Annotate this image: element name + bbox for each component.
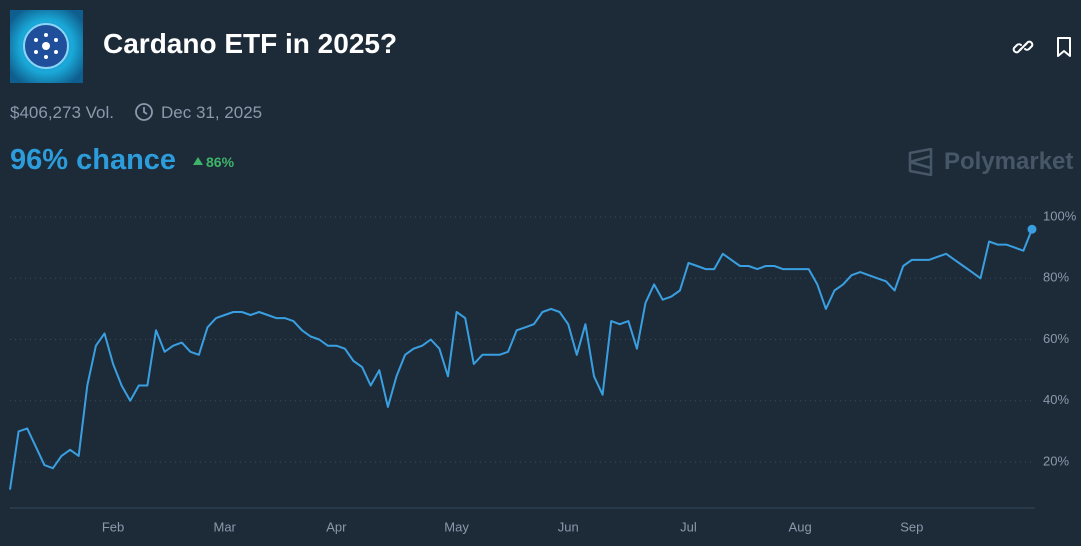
x-tick-label: Jul	[680, 519, 697, 534]
market-title: Cardano ETF in 2025?	[103, 28, 398, 59]
x-tick-label: May	[444, 519, 469, 534]
x-tick-label: Jun	[558, 519, 579, 534]
y-tick-label: 80%	[1043, 270, 1069, 285]
volume: $406,273 Vol.	[10, 103, 114, 122]
clock-icon	[135, 103, 153, 121]
y-tick-label: 100%	[1043, 208, 1077, 223]
change: 86%	[206, 154, 235, 170]
market-icon	[10, 10, 83, 83]
y-tick-label: 20%	[1043, 453, 1069, 468]
bookmark-button[interactable]	[1055, 36, 1073, 58]
end-dot	[1027, 224, 1037, 234]
link-button[interactable]	[1012, 36, 1034, 58]
x-tick-label: Feb	[102, 519, 124, 534]
line	[9, 228, 1033, 490]
brand: Polymarket	[944, 148, 1074, 175]
brand-logo	[908, 148, 933, 176]
x-tick-label: Apr	[326, 519, 347, 534]
x-tick-label: Sep	[900, 519, 923, 534]
chance: 96% chance	[10, 144, 177, 176]
x-tick-label: Mar	[214, 519, 237, 534]
end-date: Dec 31, 2025	[161, 103, 263, 122]
y-tick-label: 60%	[1043, 331, 1069, 346]
up-arrow	[193, 157, 203, 165]
y-tick-label: 40%	[1043, 392, 1069, 407]
x-tick-label: Aug	[789, 519, 812, 534]
